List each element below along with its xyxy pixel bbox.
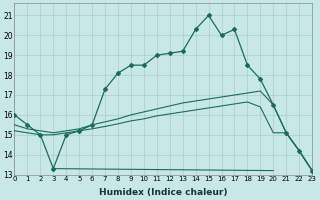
X-axis label: Humidex (Indice chaleur): Humidex (Indice chaleur) xyxy=(99,188,228,197)
